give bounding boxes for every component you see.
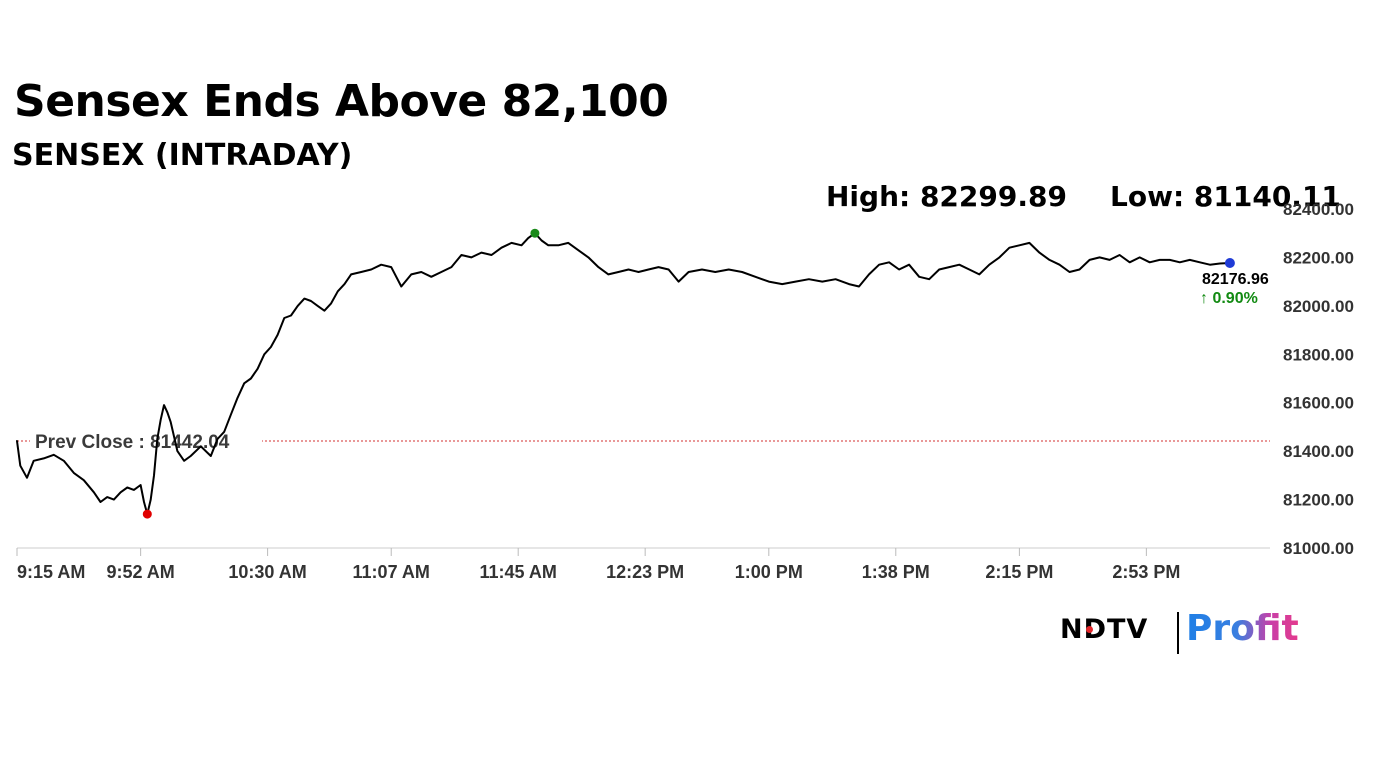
day-low-marker [142,509,152,519]
price-change-label: ↑ 0.90% [1200,290,1258,307]
x-tick-label: 11:45 AM [480,562,557,582]
prev-close-label-bg [30,426,262,451]
last-price-marker [1224,258,1235,269]
brand-logo: NDTV Profit [1060,608,1310,656]
sensex-price-line [16,232,1231,516]
y-tick-label: 81600.00 [1283,394,1354,413]
x-tick-label: 2:53 PM [1112,562,1180,582]
last-price-label: 82176.96 [1202,271,1269,288]
day-high-marker [530,228,540,238]
day-high-stat: High: 82299.89 [826,180,1067,213]
x-tick-label: 9:52 AM [106,562,174,582]
headline: Sensex Ends Above 82,100 [14,76,669,127]
brand-ndtv: NDTV [1060,614,1149,645]
y-tick-label: 82400.00 [1283,200,1354,219]
x-tick-label: 9:15 AM [17,562,85,582]
y-tick-label: 81000.00 [1283,539,1354,558]
x-tick-label: 10:30 AM [228,562,306,582]
day-low-stat: Low: 81140.11 [1110,180,1341,213]
x-tick-label: 12:23 PM [606,562,684,582]
prev-close-label: Prev Close : 81442.04 [35,432,230,453]
x-tick-label: 11:07 AM [353,562,430,582]
y-tick-label: 82200.00 [1283,248,1354,267]
y-tick-label: 81400.00 [1283,442,1354,461]
y-tick-label: 81800.00 [1283,345,1354,364]
y-tick-label: 81200.00 [1283,491,1354,510]
x-tick-label: 2:15 PM [985,562,1053,582]
brand-dot-icon [1086,626,1093,633]
x-tick-label: 1:00 PM [735,562,803,582]
brand-profit: Profit [1186,608,1299,649]
x-tick-label: 1:38 PM [862,562,930,582]
y-tick-label: 82000.00 [1283,297,1354,316]
brand-divider [1177,612,1179,654]
chart-subtitle: SENSEX (INTRADAY) [12,138,353,173]
